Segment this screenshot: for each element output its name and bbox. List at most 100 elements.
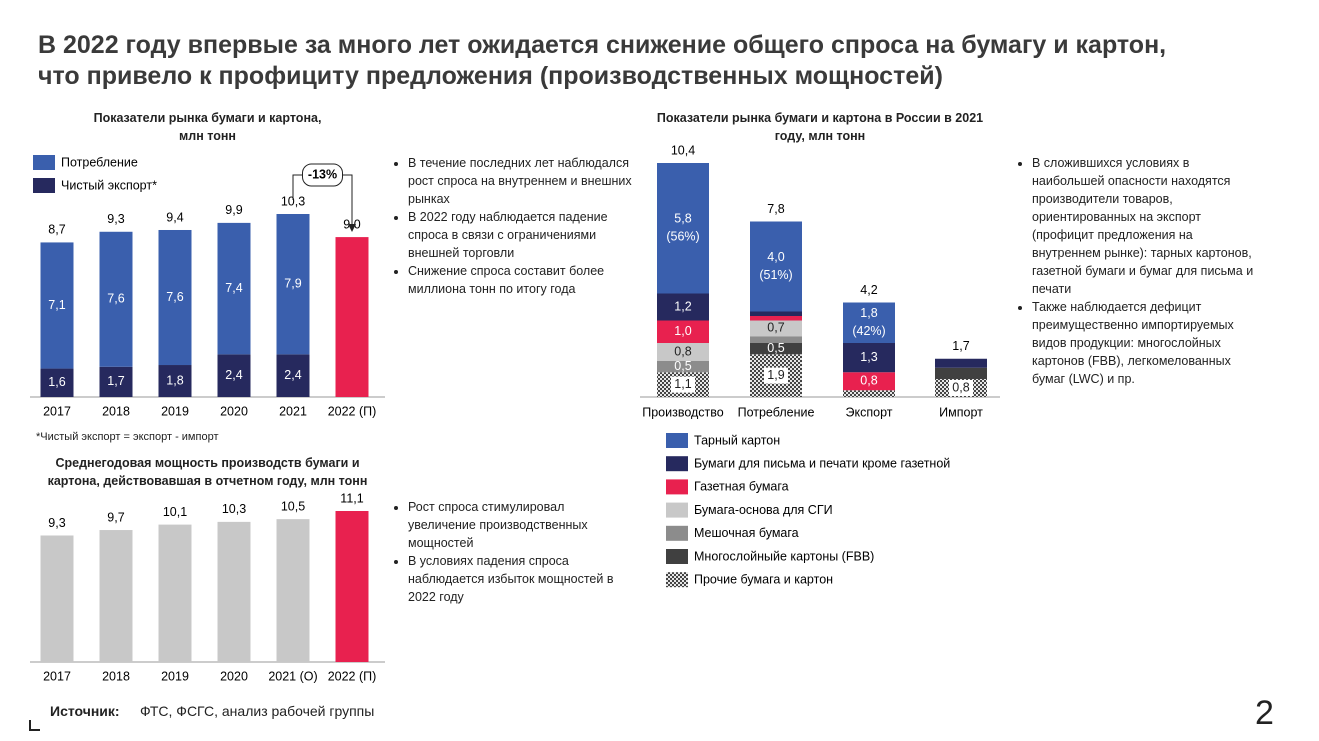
source-label: Источник:: [50, 703, 120, 719]
notes: В сложившихся условиях в наибольшей опас…: [1016, 154, 1254, 388]
data-label: 0,5: [767, 341, 784, 355]
bar-segment: [276, 214, 310, 355]
total-label: 10,3: [281, 194, 305, 208]
share-label: (51%): [759, 268, 792, 282]
notes: В течение последних лет наблюдался рост …: [392, 154, 632, 298]
legend-swatch: [666, 433, 688, 448]
legend-swatch: [666, 572, 688, 588]
legend-swatch: [666, 525, 688, 541]
bar: [99, 530, 133, 662]
data-label: 2,4: [284, 368, 301, 382]
annotation: -13%: [308, 167, 337, 181]
bullet: В 2022 году наблюдается падение спроса в…: [408, 208, 632, 262]
legend-swatch: [666, 479, 688, 495]
x-tick-label: Производство: [642, 405, 724, 419]
data-label: 1,7: [107, 374, 124, 388]
bar: [335, 237, 369, 397]
x-tick-label: Потребление: [738, 405, 815, 419]
bar-segment: [935, 367, 987, 379]
bar-segment: [750, 343, 802, 355]
data-label: 4,0: [767, 250, 784, 264]
slide-title: В 2022 году впервые за много лет ожидает…: [38, 31, 1167, 90]
data-label: 10,5: [281, 499, 305, 513]
bar-segment: [657, 343, 709, 361]
data-label: 1,3: [860, 350, 877, 364]
bar-segment: [843, 302, 895, 343]
x-tick-label: 2022 (П): [328, 669, 377, 683]
arrow-head: [348, 224, 356, 232]
legend-label: Потребление: [61, 155, 138, 169]
x-tick-label: 2020: [220, 669, 248, 683]
bar-segment: [750, 316, 802, 321]
x-tick-label: 2019: [161, 669, 189, 683]
data-label: 1,8: [166, 373, 183, 387]
chart-title: Среднегодовая мощность производств бумаг…: [47, 456, 368, 488]
legend-label: Чистый экспорт*: [61, 178, 157, 192]
data-label: 0,5: [674, 359, 691, 373]
bar: [158, 524, 192, 662]
bullet: Снижение спроса составит более миллиона …: [408, 262, 632, 298]
x-tick-label: Импорт: [939, 405, 983, 419]
data-label: 1,1: [674, 377, 691, 391]
label-box: [764, 367, 788, 384]
bar: [276, 519, 310, 662]
total-label: 8,7: [48, 223, 65, 237]
x-tick-label: Экспорт: [846, 405, 893, 419]
data-label: 1,8: [860, 306, 877, 320]
bar-segment: [657, 163, 709, 294]
bullet: В течение последних лет наблюдался рост …: [408, 154, 632, 208]
bar-segment: [750, 221, 802, 312]
data-label: 0,8: [674, 344, 691, 358]
data-label: 0,8: [860, 374, 877, 388]
legend-label: Газетная бумага: [694, 480, 789, 494]
bar-segment: [657, 361, 709, 373]
bar-segment: [657, 293, 709, 321]
total-label: 9,3: [107, 212, 124, 226]
bar: [335, 511, 369, 662]
annotation-box: [302, 163, 343, 187]
data-label: 1,9: [767, 368, 784, 382]
bullet: Рост спроса стимулировал увеличение прои…: [408, 498, 632, 552]
bar-segment: [40, 242, 74, 369]
notes: Рост спроса стимулировал увеличение прои…: [392, 498, 632, 606]
bar-segment: [99, 231, 133, 367]
data-label: 1,6: [48, 375, 65, 389]
total-label: 9,9: [225, 203, 242, 217]
data-label: 7,4: [225, 281, 242, 295]
data-label: 1,2: [674, 299, 691, 313]
bullet-list: В течение последних лет наблюдался рост …: [392, 154, 632, 298]
bar-segment: [843, 390, 895, 397]
data-label: 5,8: [674, 212, 691, 226]
x-tick-label: 2020: [220, 404, 248, 418]
legend-swatch: [666, 502, 688, 518]
legend-label: Бумага-основа для СГИ: [694, 503, 833, 517]
bar-segment: [843, 372, 895, 391]
data-label: 7,6: [107, 292, 124, 306]
bar-segment: [158, 365, 192, 397]
share-label: (42%): [852, 324, 885, 338]
footnote: *Чистый экспорт = экспорт - импорт: [36, 431, 219, 443]
bar-segment: [217, 354, 251, 397]
total-label: 4,2: [860, 283, 877, 297]
data-label: 7,6: [166, 290, 183, 304]
bullet-list: Рост спроса стимулировал увеличение прои…: [392, 498, 632, 606]
total-label: 10,4: [671, 143, 695, 157]
x-tick-label: 2017: [43, 669, 71, 683]
legend-label: Бумаги для письма и печати кроме газетно…: [694, 456, 950, 470]
corner-mark: [29, 720, 40, 731]
data-label: 9,7: [107, 510, 124, 524]
legend-swatch: [33, 155, 55, 170]
data-label: 11,1: [340, 491, 363, 505]
x-tick-label: 2018: [102, 669, 130, 683]
bar-segment: [750, 311, 802, 316]
data-label: 9,3: [48, 516, 65, 530]
source-text: ФТС, ФСГС, анализ рабочей группы: [140, 703, 375, 719]
bar-segment: [935, 358, 987, 368]
data-label: 0,7: [767, 321, 784, 335]
data-label: 0,8: [952, 380, 969, 394]
label-box: [671, 376, 695, 393]
x-tick-label: 2021: [279, 404, 307, 418]
bar-segment: [40, 368, 74, 397]
bar-segment: [843, 343, 895, 373]
